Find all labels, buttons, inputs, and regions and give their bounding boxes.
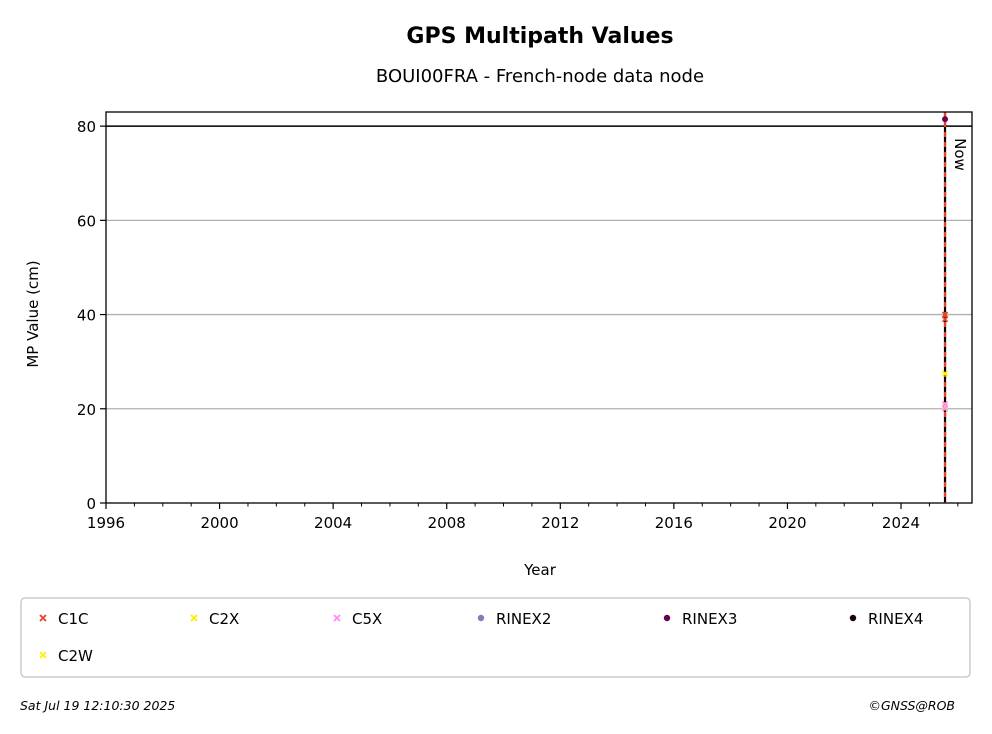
legend-label-c2w: C2W bbox=[58, 647, 93, 665]
data-point-c5x bbox=[941, 400, 949, 408]
legend-marker-c2x bbox=[190, 614, 198, 622]
chart-title: GPS Multipath Values bbox=[406, 24, 673, 49]
data-point-rinex3 bbox=[942, 116, 949, 123]
legend-marker-c5x bbox=[333, 614, 341, 622]
y-tick-label: 80 bbox=[77, 118, 96, 136]
legend-label-rinex4: RINEX4 bbox=[868, 610, 923, 628]
legend-label-rinex2: RINEX2 bbox=[496, 610, 551, 628]
x-tick-label: 2012 bbox=[541, 514, 579, 532]
data-point-c1c bbox=[941, 311, 949, 318]
y-tick-label: 0 bbox=[86, 495, 96, 513]
axes-layer: 0 20 40 60 80 1996 2000 2004 2008 2012 2016 2020 202… bbox=[77, 118, 959, 532]
y-tick-label: 60 bbox=[77, 212, 96, 230]
legend-label-c1c: C1C bbox=[58, 610, 89, 628]
x-tick-label: 2008 bbox=[428, 514, 466, 532]
x-axis-label: Year bbox=[523, 561, 557, 579]
legend-marker-rinex2 bbox=[477, 614, 485, 622]
grid-layer bbox=[106, 125, 972, 410]
plot-frame bbox=[105, 111, 973, 504]
legend-label-c2x: C2X bbox=[209, 610, 239, 628]
legend: C1C C2X C5X RINEX2 RINEX3 RINEX4 C2W bbox=[39, 610, 923, 665]
footer-credit: ©GNSS@ROB bbox=[868, 698, 955, 713]
data-layer: Now bbox=[106, 112, 972, 503]
legend-label-rinex3: RINEX3 bbox=[682, 610, 737, 628]
legend-box bbox=[20, 597, 971, 678]
legend-label-c5x: C5X bbox=[352, 610, 382, 628]
x-tick-label: 2004 bbox=[314, 514, 352, 532]
data-point-c2w bbox=[941, 370, 949, 377]
chart-subtitle: BOUI00FRA - French-node data node bbox=[376, 66, 704, 87]
legend-marker-c2w bbox=[39, 651, 47, 659]
y-axis-label: MP Value (cm) bbox=[24, 260, 42, 367]
x-tick-label: 2000 bbox=[200, 514, 238, 532]
x-tick-label: 2024 bbox=[882, 514, 920, 532]
x-tick-label: 2020 bbox=[768, 514, 806, 532]
legend-marker-rinex3 bbox=[663, 614, 671, 622]
data-point-c5x bbox=[941, 405, 949, 412]
footer-timestamp: Sat Jul 19 12:10:30 2025 bbox=[20, 698, 175, 713]
now-label: Now bbox=[951, 138, 969, 171]
legend-marker-c1c bbox=[39, 614, 47, 622]
x-tick-label: 2016 bbox=[655, 514, 693, 532]
data-point-c1c bbox=[941, 316, 949, 323]
legend-marker-rinex4 bbox=[849, 614, 857, 622]
x-tick-label: 1996 bbox=[87, 514, 125, 532]
y-tick-label: 20 bbox=[77, 401, 96, 419]
y-tick-label: 40 bbox=[77, 307, 96, 325]
